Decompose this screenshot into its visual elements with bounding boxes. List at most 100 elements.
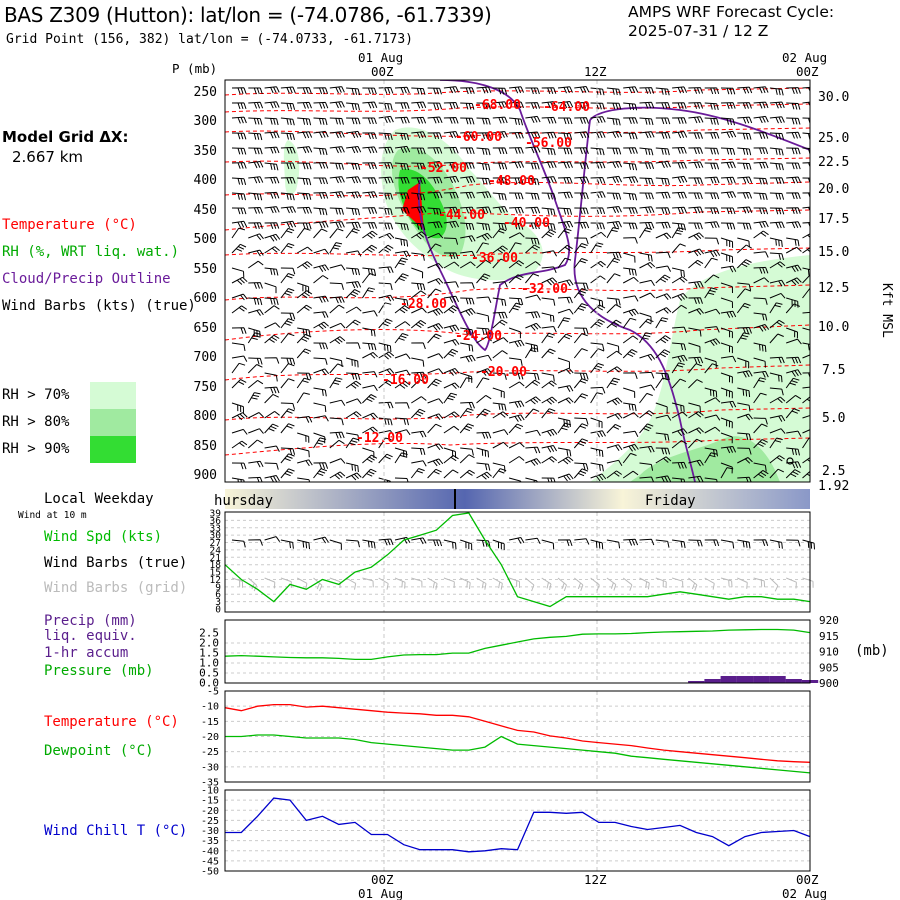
wind-barb	[231, 147, 247, 155]
wind-barb	[541, 87, 557, 94]
wind-barb	[753, 115, 769, 124]
wind-barb	[346, 281, 362, 289]
legend-wind-barbs-true: Wind Barbs (true)	[44, 555, 188, 571]
temp-contour-line	[225, 209, 810, 231]
kft-tick: 30.0	[818, 90, 849, 105]
wind-barb	[704, 249, 721, 258]
wind-barb	[786, 430, 802, 437]
wind-barb	[362, 207, 378, 214]
wind-barb	[459, 469, 475, 479]
wind-barb	[786, 297, 799, 308]
legend-dewpoint: Dewpoint (°C)	[44, 743, 154, 759]
wind-barb	[411, 460, 427, 467]
wind-barb	[264, 393, 279, 404]
wind-barb	[655, 456, 672, 464]
cloud-outline-a	[417, 80, 570, 352]
wind-barb	[443, 86, 459, 94]
wind-barb	[313, 192, 329, 199]
wind-barb	[655, 372, 670, 381]
wind-barb	[443, 339, 460, 346]
wind-barb	[297, 327, 311, 337]
wind-barb	[476, 312, 490, 323]
wind-barb	[231, 276, 248, 285]
wind-barb	[623, 132, 638, 140]
wind-barb	[802, 274, 810, 284]
wind-barb	[313, 101, 329, 109]
wind-barb	[248, 249, 264, 257]
wind-barb	[786, 221, 802, 229]
wind-barb	[394, 237, 409, 247]
wind-barb	[329, 458, 346, 464]
wind-barb	[345, 411, 362, 419]
cloud-outline-c	[573, 119, 696, 482]
wind-barb	[769, 101, 785, 109]
wind-barb	[720, 417, 733, 429]
wind-barb	[639, 261, 656, 269]
wind-barb	[655, 87, 670, 96]
kft-axis-label: Kft MSL	[879, 283, 894, 338]
wind-barb	[753, 577, 766, 588]
wind-barb	[802, 414, 810, 419]
wind-barb	[492, 162, 508, 170]
wind-barb	[672, 539, 686, 549]
wind-barb	[508, 577, 520, 588]
axis-tick-label: -30	[201, 826, 219, 837]
wind-barb	[346, 117, 361, 125]
axis-tick-label: -20	[201, 806, 219, 817]
wind-barb	[639, 445, 655, 453]
wind-barb	[606, 444, 623, 451]
wind-barb	[655, 221, 671, 229]
wind-barb	[280, 267, 296, 275]
wind-barb	[769, 221, 785, 229]
wind-barb	[443, 392, 458, 404]
wind-barb	[672, 162, 687, 169]
wind-barb	[720, 539, 735, 549]
wind-barb	[346, 176, 362, 184]
wind-barb	[410, 408, 426, 419]
wind-barb	[623, 372, 638, 380]
wind-barb	[786, 176, 802, 184]
forecast-cycle-time: 2025-07-31 / 12 Z	[628, 22, 769, 40]
wind-barb	[688, 475, 704, 482]
wind-barb	[704, 257, 718, 269]
wind-barb	[720, 310, 737, 318]
wind-barb	[655, 117, 671, 125]
wind-barb	[737, 432, 752, 441]
wind-barb	[508, 327, 521, 339]
temp-contour-line	[225, 127, 810, 137]
wind-barb	[623, 267, 637, 276]
wind-barb	[248, 428, 264, 434]
wind-barb	[688, 192, 703, 200]
wind-barb	[362, 177, 377, 184]
wind-barb	[671, 304, 687, 314]
wind-barb	[622, 335, 639, 344]
wind-barb	[476, 447, 489, 458]
wind-barb	[639, 384, 656, 391]
p-tick: 500	[194, 232, 217, 247]
wind-barb	[443, 261, 460, 269]
wind-barb	[231, 87, 247, 94]
wind-barb	[427, 161, 443, 169]
wind-barb	[231, 293, 248, 301]
wind-barb	[296, 333, 312, 344]
wind-barb	[802, 437, 810, 449]
wind-barb	[296, 348, 312, 359]
wind-barb	[427, 577, 438, 590]
wind-barb	[378, 318, 393, 329]
precip-bar	[785, 679, 802, 683]
wind-barb	[590, 147, 605, 156]
wind-barb	[525, 261, 541, 269]
p-tick: 400	[194, 173, 217, 188]
wind-barbs-cross-section	[231, 86, 810, 482]
wind-barb	[541, 428, 558, 437]
wind-barb	[573, 468, 589, 479]
wind-barb	[411, 430, 427, 438]
wind-barb	[280, 220, 297, 229]
wind-barb	[769, 192, 785, 200]
wind-barb	[688, 427, 704, 434]
wind-barb	[297, 162, 312, 170]
wind-barb	[313, 437, 327, 449]
wind-barb	[443, 469, 459, 479]
wind-barb	[427, 308, 444, 316]
wind-barb	[541, 456, 558, 464]
